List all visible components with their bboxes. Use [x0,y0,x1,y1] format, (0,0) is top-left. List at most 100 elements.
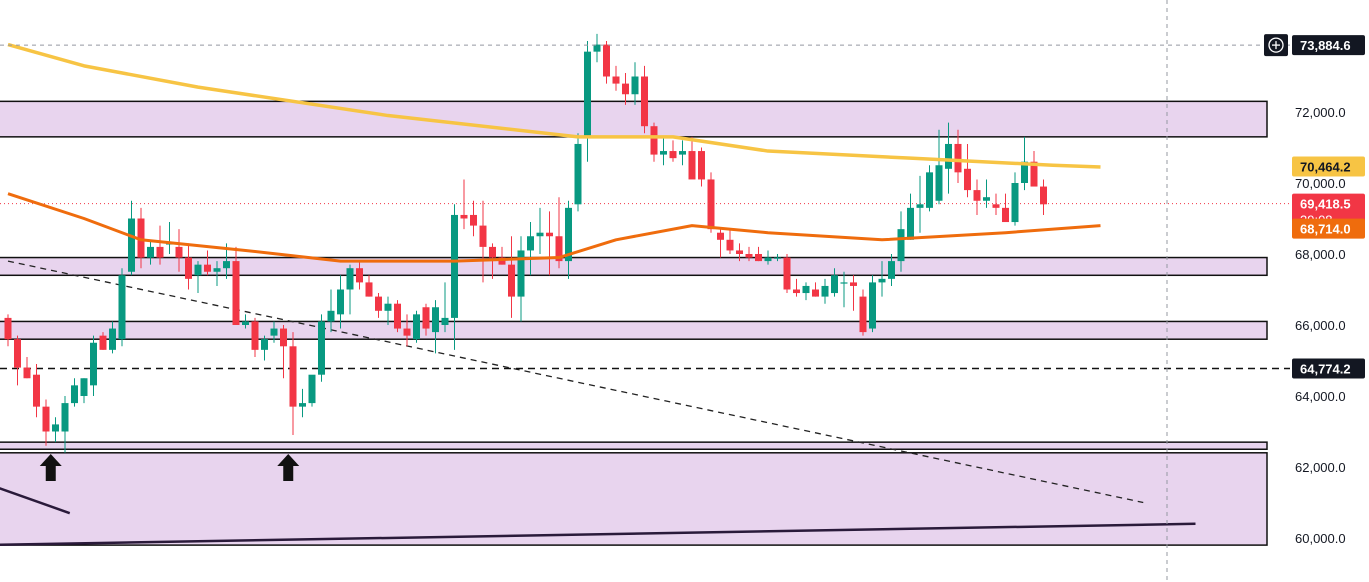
add-alert-button[interactable] [1264,34,1288,57]
candle-body [118,275,126,340]
candle-body [128,218,135,272]
candle [23,356,31,379]
candle [470,200,477,237]
candle-body [194,264,202,276]
candle [1040,179,1047,215]
tick-label: 60,000.0 [1295,531,1346,546]
candlesticks [4,33,1047,453]
candle [793,278,800,297]
candle [451,204,458,350]
candle [52,417,59,443]
candle-body [346,268,354,290]
candle [935,129,943,205]
candle-body [745,254,753,258]
candle [840,271,848,308]
candle [897,211,905,272]
candle [774,254,781,262]
candle [536,207,544,254]
candle-body [432,307,439,333]
candle-body [14,339,21,368]
level-price-label: 64,774.2 [1292,358,1365,379]
tick-label: 62,000.0 [1295,460,1346,475]
candle-body [242,321,249,325]
candle [299,388,306,418]
candle-body [935,165,943,201]
candle [147,239,154,265]
candle [888,254,895,286]
candle [365,275,373,297]
ma-slow-price-text: 70,464.2 [1300,160,1351,175]
price-axis[interactable]: 60,000.0 62,000.0 64,000.0 66,000.0 68,0… [1295,105,1346,546]
candle-body [517,250,525,297]
candle [1011,172,1019,226]
price-zone [0,320,1268,340]
candle-body [593,44,601,52]
candle-body [508,264,515,297]
candle-body [1002,207,1009,223]
candle [441,282,449,333]
candle [517,236,525,322]
candle [992,193,1000,215]
candle [384,296,392,325]
candle-body [679,151,686,155]
candle [831,268,838,297]
candle-body [318,321,325,375]
candle-body [698,151,705,180]
candle [821,278,829,304]
candle-body [964,168,971,191]
candle [641,65,648,134]
candle-body [774,257,781,259]
crosshair [0,0,1290,582]
candle [584,41,591,162]
candle [622,72,629,105]
tick-label: 64,000.0 [1295,389,1346,404]
candle [90,335,97,396]
candle-body [527,236,534,251]
up-arrow-icon [277,454,300,481]
candle-body [42,406,50,432]
candle-body [869,282,876,329]
candle [603,41,610,84]
candle-body [232,261,240,325]
candle-body [251,321,259,350]
candle-body [52,424,59,432]
candle-body [90,342,97,386]
candle [688,136,696,180]
candle [270,321,278,343]
candle [261,335,268,361]
candle-body [945,143,952,169]
candle-body [1040,186,1047,205]
candle [783,254,791,294]
candle [375,293,382,318]
candle-body [831,275,838,294]
candle-body [859,296,867,333]
tick-label: 68,000.0 [1295,247,1346,262]
candle-body [755,254,762,262]
candle-body [802,285,810,294]
candle-body [451,214,458,318]
candle [660,136,667,166]
candle [527,222,534,276]
candle-body [99,335,107,350]
candle [574,133,582,212]
ma-slow-line [7,42,1101,169]
candle [118,268,126,347]
candle-body [223,261,230,269]
candle [337,275,344,329]
candle [204,250,211,276]
candle [869,275,876,333]
candle-body [717,232,724,240]
candle-body [489,246,496,258]
candle [926,165,933,212]
candle-body [536,232,544,237]
candle-body [1030,161,1038,187]
candle [764,250,772,265]
candle [4,314,12,347]
ma-fast-price-text: 68,714.0 [1300,222,1351,237]
candle-body [574,143,582,205]
candle-body [270,328,278,336]
trendline [0,487,71,515]
candle [1030,151,1038,187]
candle [878,261,886,297]
